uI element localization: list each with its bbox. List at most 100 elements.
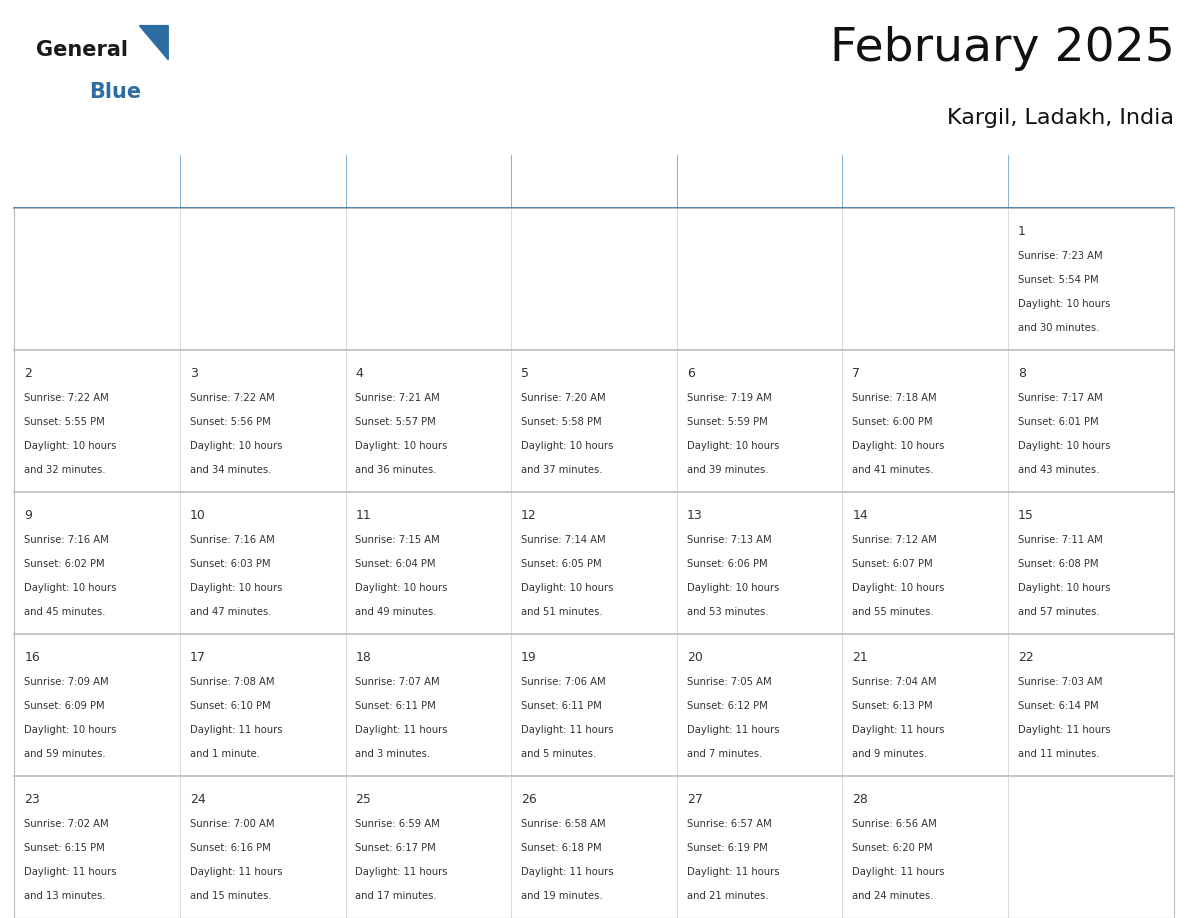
Text: 3: 3 bbox=[190, 367, 197, 380]
Text: 19: 19 bbox=[522, 651, 537, 665]
Text: Friday: Friday bbox=[858, 174, 902, 189]
Text: Sunrise: 7:06 AM: Sunrise: 7:06 AM bbox=[522, 677, 606, 687]
Text: 11: 11 bbox=[355, 509, 371, 522]
Text: Sunrise: 6:58 AM: Sunrise: 6:58 AM bbox=[522, 819, 606, 829]
Text: and 13 minutes.: and 13 minutes. bbox=[24, 891, 106, 901]
Text: Daylight: 10 hours: Daylight: 10 hours bbox=[1018, 299, 1111, 309]
Text: Monday: Monday bbox=[195, 174, 252, 189]
Text: 6: 6 bbox=[687, 367, 695, 380]
Text: Sunrise: 7:05 AM: Sunrise: 7:05 AM bbox=[687, 677, 771, 687]
Text: Sunset: 6:12 PM: Sunset: 6:12 PM bbox=[687, 700, 767, 711]
Text: 8: 8 bbox=[1018, 367, 1026, 380]
Text: Sunrise: 7:16 AM: Sunrise: 7:16 AM bbox=[190, 535, 274, 544]
Text: Sunrise: 7:12 AM: Sunrise: 7:12 AM bbox=[853, 535, 937, 544]
Text: 23: 23 bbox=[24, 793, 40, 806]
Text: Sunset: 6:06 PM: Sunset: 6:06 PM bbox=[687, 559, 767, 569]
Text: Sunset: 6:08 PM: Sunset: 6:08 PM bbox=[1018, 559, 1099, 569]
Text: Sunset: 6:19 PM: Sunset: 6:19 PM bbox=[687, 843, 767, 853]
Text: 15: 15 bbox=[1018, 509, 1034, 522]
Text: Sunrise: 7:17 AM: Sunrise: 7:17 AM bbox=[1018, 393, 1102, 403]
Text: Tuesday: Tuesday bbox=[360, 174, 421, 189]
Text: 7: 7 bbox=[853, 367, 860, 380]
Text: 13: 13 bbox=[687, 509, 702, 522]
Text: Daylight: 11 hours: Daylight: 11 hours bbox=[687, 725, 779, 735]
Text: and 19 minutes.: and 19 minutes. bbox=[522, 891, 602, 901]
Text: and 5 minutes.: and 5 minutes. bbox=[522, 749, 596, 759]
Text: Sunrise: 7:22 AM: Sunrise: 7:22 AM bbox=[24, 393, 109, 403]
Text: Sunset: 6:05 PM: Sunset: 6:05 PM bbox=[522, 559, 602, 569]
Text: Sunrise: 7:04 AM: Sunrise: 7:04 AM bbox=[853, 677, 937, 687]
Text: Kargil, Ladakh, India: Kargil, Ladakh, India bbox=[947, 108, 1175, 129]
Text: Sunset: 6:07 PM: Sunset: 6:07 PM bbox=[853, 559, 933, 569]
Text: Daylight: 11 hours: Daylight: 11 hours bbox=[1018, 725, 1111, 735]
Text: and 55 minutes.: and 55 minutes. bbox=[853, 607, 934, 617]
Text: Sunrise: 7:23 AM: Sunrise: 7:23 AM bbox=[1018, 251, 1102, 261]
Text: 26: 26 bbox=[522, 793, 537, 806]
Text: Sunrise: 6:57 AM: Sunrise: 6:57 AM bbox=[687, 819, 771, 829]
Text: Sunset: 5:56 PM: Sunset: 5:56 PM bbox=[190, 417, 271, 427]
Text: and 32 minutes.: and 32 minutes. bbox=[24, 465, 106, 476]
Text: and 17 minutes.: and 17 minutes. bbox=[355, 891, 437, 901]
Text: Daylight: 10 hours: Daylight: 10 hours bbox=[24, 725, 116, 735]
Text: Daylight: 11 hours: Daylight: 11 hours bbox=[355, 867, 448, 877]
Text: 2: 2 bbox=[24, 367, 32, 380]
Text: Sunset: 6:15 PM: Sunset: 6:15 PM bbox=[24, 843, 105, 853]
Text: Sunrise: 7:18 AM: Sunrise: 7:18 AM bbox=[853, 393, 937, 403]
Text: Thursday: Thursday bbox=[691, 174, 760, 189]
Text: and 39 minutes.: and 39 minutes. bbox=[687, 465, 769, 476]
Text: Sunrise: 7:07 AM: Sunrise: 7:07 AM bbox=[355, 677, 440, 687]
Text: Daylight: 11 hours: Daylight: 11 hours bbox=[190, 725, 283, 735]
Text: and 59 minutes.: and 59 minutes. bbox=[24, 749, 106, 759]
Text: Daylight: 11 hours: Daylight: 11 hours bbox=[687, 867, 779, 877]
Text: Daylight: 11 hours: Daylight: 11 hours bbox=[522, 867, 614, 877]
Text: 20: 20 bbox=[687, 651, 702, 665]
Text: February 2025: February 2025 bbox=[829, 26, 1175, 71]
Text: Sunset: 6:04 PM: Sunset: 6:04 PM bbox=[355, 559, 436, 569]
Text: Daylight: 10 hours: Daylight: 10 hours bbox=[687, 442, 779, 451]
Text: 14: 14 bbox=[853, 509, 868, 522]
Text: and 11 minutes.: and 11 minutes. bbox=[1018, 749, 1100, 759]
Text: Sunrise: 6:56 AM: Sunrise: 6:56 AM bbox=[853, 819, 937, 829]
Text: Sunrise: 7:11 AM: Sunrise: 7:11 AM bbox=[1018, 535, 1102, 544]
Text: Sunset: 6:11 PM: Sunset: 6:11 PM bbox=[355, 700, 436, 711]
Text: Sunrise: 7:16 AM: Sunrise: 7:16 AM bbox=[24, 535, 109, 544]
Text: and 43 minutes.: and 43 minutes. bbox=[1018, 465, 1099, 476]
Text: and 45 minutes.: and 45 minutes. bbox=[24, 607, 106, 617]
Text: Daylight: 10 hours: Daylight: 10 hours bbox=[1018, 442, 1111, 451]
Text: Sunset: 6:02 PM: Sunset: 6:02 PM bbox=[24, 559, 105, 569]
Text: Daylight: 10 hours: Daylight: 10 hours bbox=[853, 583, 944, 593]
Text: Sunset: 5:55 PM: Sunset: 5:55 PM bbox=[24, 417, 105, 427]
Text: Blue: Blue bbox=[89, 83, 141, 103]
Text: Sunrise: 7:03 AM: Sunrise: 7:03 AM bbox=[1018, 677, 1102, 687]
Text: Sunset: 6:10 PM: Sunset: 6:10 PM bbox=[190, 700, 271, 711]
Text: Daylight: 10 hours: Daylight: 10 hours bbox=[355, 583, 448, 593]
Text: 24: 24 bbox=[190, 793, 206, 806]
Text: Sunset: 6:09 PM: Sunset: 6:09 PM bbox=[24, 700, 105, 711]
Text: 12: 12 bbox=[522, 509, 537, 522]
Text: Sunset: 6:11 PM: Sunset: 6:11 PM bbox=[522, 700, 602, 711]
Text: 10: 10 bbox=[190, 509, 206, 522]
Text: Sunset: 6:01 PM: Sunset: 6:01 PM bbox=[1018, 417, 1099, 427]
Text: 16: 16 bbox=[24, 651, 40, 665]
Text: and 51 minutes.: and 51 minutes. bbox=[522, 607, 602, 617]
Text: Sunset: 6:17 PM: Sunset: 6:17 PM bbox=[355, 843, 436, 853]
Text: Sunrise: 7:21 AM: Sunrise: 7:21 AM bbox=[355, 393, 441, 403]
Text: Wednesday: Wednesday bbox=[526, 174, 611, 189]
Text: Daylight: 10 hours: Daylight: 10 hours bbox=[24, 583, 116, 593]
Text: Daylight: 11 hours: Daylight: 11 hours bbox=[190, 867, 283, 877]
Text: Sunrise: 7:14 AM: Sunrise: 7:14 AM bbox=[522, 535, 606, 544]
Text: Sunset: 6:14 PM: Sunset: 6:14 PM bbox=[1018, 700, 1099, 711]
Text: and 49 minutes.: and 49 minutes. bbox=[355, 607, 437, 617]
Text: Daylight: 10 hours: Daylight: 10 hours bbox=[190, 442, 283, 451]
Text: Sunday: Sunday bbox=[30, 174, 84, 189]
Text: Daylight: 10 hours: Daylight: 10 hours bbox=[1018, 583, 1111, 593]
Text: 22: 22 bbox=[1018, 651, 1034, 665]
Text: Daylight: 11 hours: Daylight: 11 hours bbox=[853, 725, 944, 735]
Text: and 30 minutes.: and 30 minutes. bbox=[1018, 323, 1099, 333]
Text: 4: 4 bbox=[355, 367, 364, 380]
Text: Daylight: 10 hours: Daylight: 10 hours bbox=[853, 442, 944, 451]
Text: 28: 28 bbox=[853, 793, 868, 806]
Text: Sunrise: 7:09 AM: Sunrise: 7:09 AM bbox=[24, 677, 109, 687]
Text: and 21 minutes.: and 21 minutes. bbox=[687, 891, 769, 901]
Text: 1: 1 bbox=[1018, 226, 1026, 239]
